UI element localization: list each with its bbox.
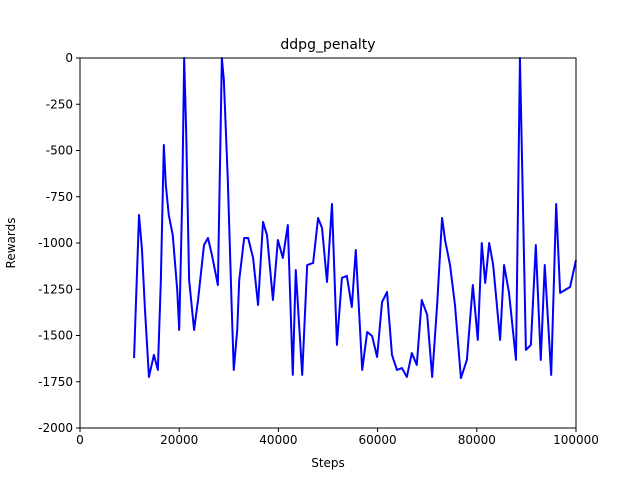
plot-frame [79, 57, 577, 429]
y-axis-label: Rewards [4, 218, 18, 269]
y-tick-label: -500 [46, 144, 73, 158]
y-tick-label: -1500 [38, 329, 73, 343]
y-tick-label: -250 [46, 97, 73, 111]
x-tick-label: 80000 [458, 433, 496, 447]
y-tick-label: 0 [65, 51, 73, 65]
chart-title: ddpg_penalty [280, 37, 375, 53]
x-tick-label: 0 [76, 433, 84, 447]
y-tick-label: -1000 [38, 236, 73, 250]
y-tick-label: -2000 [38, 421, 73, 435]
x-tick-label: 60000 [359, 433, 397, 447]
x-axis-label: Steps [311, 456, 345, 470]
y-tick-label: -1250 [38, 282, 73, 296]
y-tick-label: -750 [46, 190, 73, 204]
x-tick-label: 40000 [259, 433, 297, 447]
x-tick-label: 20000 [160, 433, 198, 447]
data-line [133, 57, 577, 380]
x-tick-label: 100000 [553, 433, 599, 447]
y-tick-label: -1750 [38, 375, 73, 389]
